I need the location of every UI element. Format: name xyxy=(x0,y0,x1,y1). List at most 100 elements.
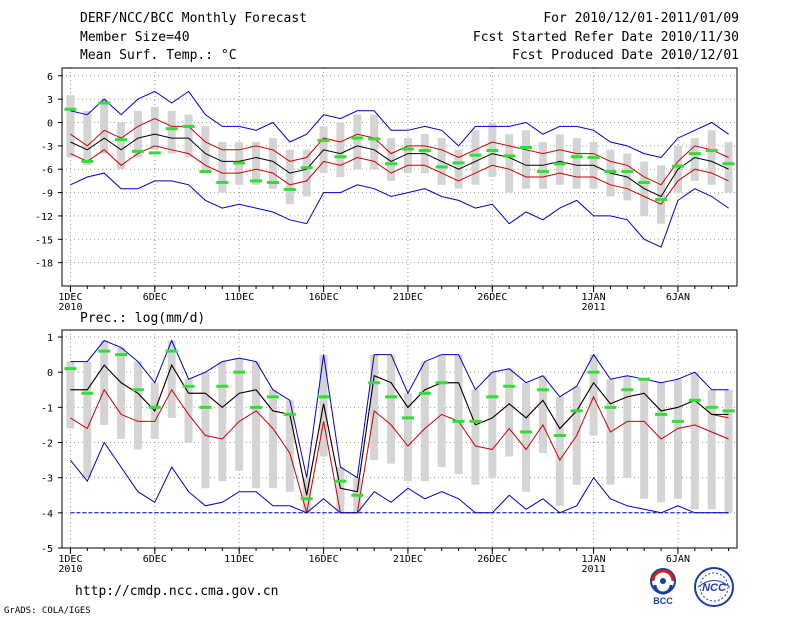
prec-observed-marker xyxy=(570,409,583,413)
temp-xtick-label: 11DEC xyxy=(224,292,254,303)
temp-observed-marker xyxy=(435,165,448,169)
temp-xtick-label: 26DEC xyxy=(477,292,507,303)
temp-spread-box xyxy=(252,141,261,185)
prec-observed-marker xyxy=(182,384,195,388)
temp-observed-marker xyxy=(401,147,414,151)
temp-observed-marker xyxy=(368,137,381,141)
temp-p90-line xyxy=(70,118,729,186)
prec-spread-box xyxy=(218,361,227,482)
variable-label: Mean Surf. Temp.: °C xyxy=(80,48,237,63)
temp-observed-marker xyxy=(233,161,246,165)
temp-observed-marker xyxy=(165,127,178,131)
temp-ytick-label: -3 xyxy=(41,142,53,153)
prec-xtick-label: 16DEC xyxy=(309,554,339,565)
prec-observed-marker xyxy=(81,391,94,395)
prec-observed-marker xyxy=(536,388,549,392)
temp-spread-box xyxy=(184,114,193,158)
temp-ytick-label: -6 xyxy=(41,165,53,176)
prec-ytick-label: -2 xyxy=(41,439,53,450)
prec-spread-box xyxy=(623,375,632,478)
fcst-started-date: Fcst Started Refer Date 2010/11/30 xyxy=(472,30,739,45)
prec-ytick-label: -4 xyxy=(41,509,53,520)
prec-observed-marker xyxy=(604,405,617,409)
temp-max-line xyxy=(70,90,729,159)
temp-spread-box xyxy=(724,141,733,193)
temp-spread-box xyxy=(302,149,311,197)
temp-spread-box xyxy=(83,110,92,166)
prec-observed-marker xyxy=(148,405,161,409)
temp-spread-box xyxy=(167,110,176,154)
prec-observed-marker xyxy=(233,370,246,374)
prec-spread-box xyxy=(252,361,261,489)
prec-ytick-label: -1 xyxy=(41,403,53,414)
prec-ytick-label: -3 xyxy=(41,474,53,485)
temp-spread-box xyxy=(572,138,581,189)
prec-spread-box xyxy=(100,340,109,425)
temp-observed-marker xyxy=(553,162,566,166)
temp-spread-box xyxy=(387,138,396,181)
temp-spread-box xyxy=(100,99,109,154)
temp-observed-marker xyxy=(671,164,684,168)
temp-observed-marker xyxy=(503,154,516,158)
prec-observed-marker xyxy=(503,384,516,388)
prec-ytick-label: 1 xyxy=(47,333,53,344)
ncc-logo: NCC xyxy=(694,567,734,607)
prec-spread-box xyxy=(184,379,193,443)
prec-xtick-year: 2010 xyxy=(58,564,82,575)
prec-xtick-label: 11DEC xyxy=(224,554,254,565)
source-url[interactable]: http://cmdp.ncc.cma.gov.cn xyxy=(75,584,279,599)
prec-observed-marker xyxy=(722,409,735,413)
prec-spread-box xyxy=(690,372,699,510)
prec-spread-box xyxy=(589,354,598,436)
prec-observed-marker xyxy=(621,388,634,392)
prec-spread-box xyxy=(387,354,396,464)
temp-observed-marker xyxy=(570,155,583,159)
temp-observed-marker xyxy=(199,170,212,174)
temp-observed-marker xyxy=(705,149,718,153)
temp-spread-box xyxy=(117,122,126,170)
temp-observed-marker xyxy=(638,180,651,184)
temp-xtick-label: 21DEC xyxy=(393,292,423,303)
prec-spread-box xyxy=(420,361,429,482)
temp-spread-box xyxy=(336,122,345,177)
prec-observed-marker xyxy=(418,391,431,395)
temp-xtick-label: 16DEC xyxy=(309,292,339,303)
prec-observed-marker xyxy=(655,412,668,416)
prec-observed-marker xyxy=(385,395,398,399)
fcst-produced-date: Fcst Produced Date 2010/12/01 xyxy=(512,48,739,63)
temp-ytick-label: 6 xyxy=(47,72,53,83)
temp-ytick-label: 0 xyxy=(47,119,53,130)
prec-spread-box xyxy=(724,389,733,513)
temp-observed-marker xyxy=(604,170,617,174)
temp-observed-marker xyxy=(655,198,668,202)
prec-observed-marker xyxy=(199,405,212,409)
prec-spread-box xyxy=(235,358,244,471)
grads-credit: GrADS: COLA/IGES xyxy=(4,606,91,616)
temp-observed-marker xyxy=(587,156,600,160)
prec-spread-box xyxy=(370,354,379,461)
prec-p10-line xyxy=(70,388,729,514)
prec-observed-marker xyxy=(216,384,229,388)
temp-observed-marker xyxy=(520,145,533,149)
temp-observed-marker xyxy=(688,152,701,156)
prec-xtick-year: 2011 xyxy=(582,564,606,575)
prec-observed-marker xyxy=(115,353,128,357)
prec-spread-box xyxy=(488,372,497,478)
prec-observed-marker xyxy=(283,412,296,416)
temp-spread-box xyxy=(707,130,716,185)
prec-xtick-label: 6DEC xyxy=(143,554,167,565)
prec-observed-marker xyxy=(266,395,279,399)
temp-spread-box xyxy=(285,149,294,205)
prec-observed-marker xyxy=(435,381,448,385)
prec-min-line xyxy=(70,441,729,514)
prec-spread-box xyxy=(201,372,210,489)
chart-title: DERF/NCC/BCC Monthly Forecast xyxy=(80,11,307,26)
prec-observed-marker xyxy=(587,370,600,374)
temp-p10-line xyxy=(70,145,729,205)
prec-spread-box xyxy=(538,375,547,454)
temp-ytick-label: 3 xyxy=(47,95,53,106)
prec-observed-marker xyxy=(300,497,313,501)
temp-spread-box xyxy=(133,110,142,158)
prec-spread-box xyxy=(657,382,666,503)
